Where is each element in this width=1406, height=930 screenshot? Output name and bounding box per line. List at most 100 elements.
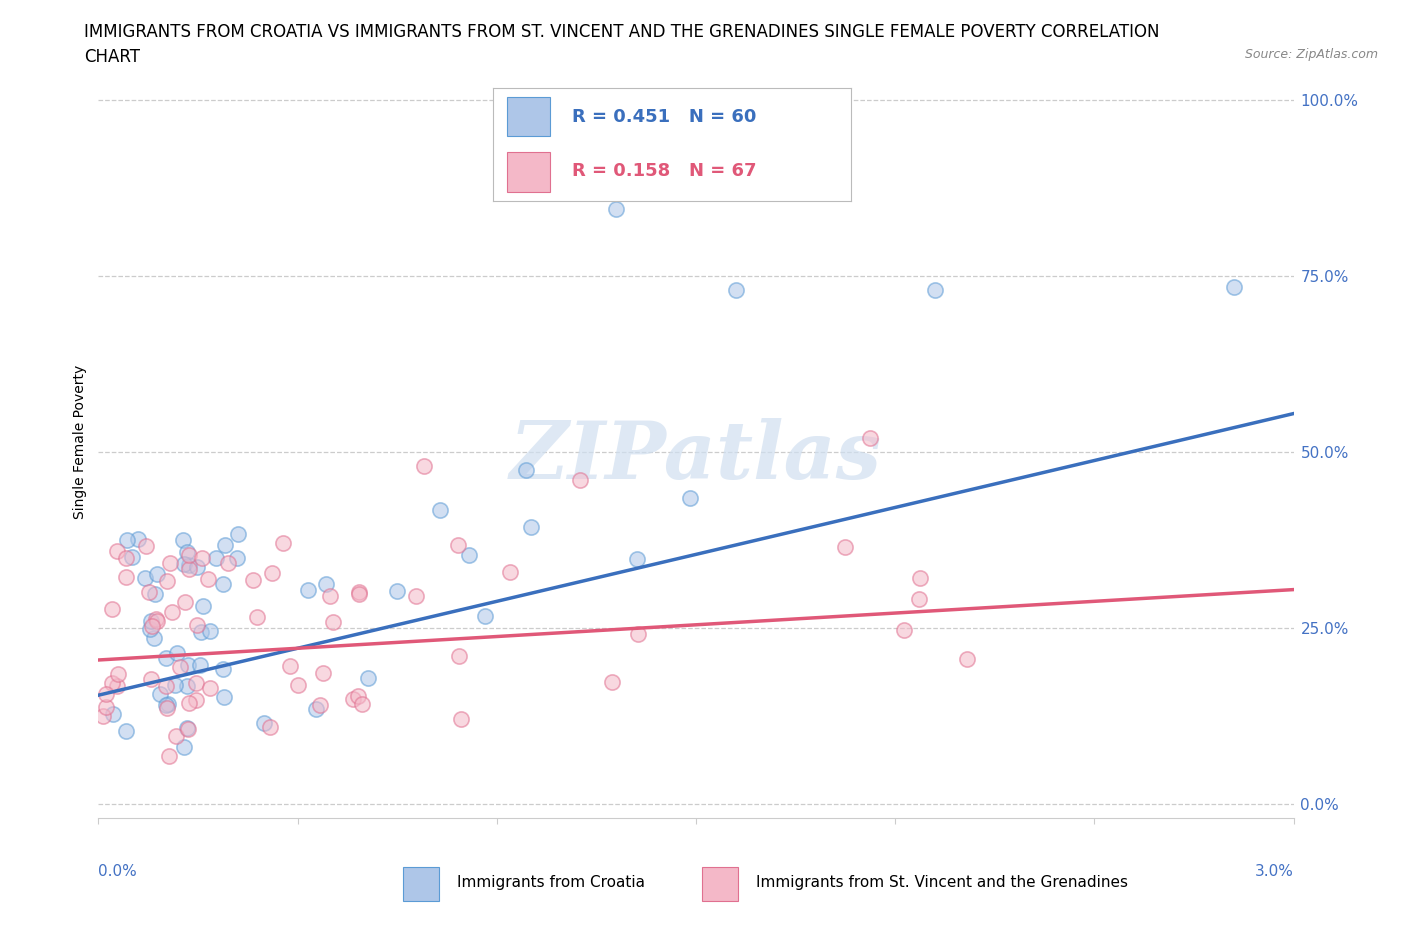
- Text: CHART: CHART: [84, 48, 141, 66]
- Point: [163, 678, 186, 693]
- Point: [271, 535, 294, 550]
- Point: [956, 652, 979, 667]
- Point: [627, 626, 650, 641]
- Point: [94, 699, 117, 714]
- Point: [242, 572, 264, 587]
- Point: [226, 526, 249, 541]
- Point: [859, 431, 882, 445]
- Point: [184, 693, 207, 708]
- Point: [447, 649, 470, 664]
- Point: [141, 671, 163, 686]
- Point: [287, 678, 309, 693]
- Point: [94, 687, 117, 702]
- Point: [405, 588, 427, 603]
- Point: [155, 698, 177, 712]
- Point: [200, 623, 222, 638]
- Y-axis label: Single Female Poverty: Single Female Poverty: [73, 365, 87, 519]
- Point: [190, 658, 212, 672]
- Text: Source: ZipAtlas.com: Source: ZipAtlas.com: [1244, 48, 1378, 61]
- Point: [166, 645, 188, 660]
- Point: [142, 631, 165, 645]
- Point: [101, 707, 124, 722]
- Point: [212, 577, 235, 591]
- Point: [91, 709, 114, 724]
- Point: [385, 583, 408, 598]
- Point: [186, 676, 208, 691]
- Point: [297, 583, 319, 598]
- Point: [156, 574, 179, 589]
- Point: [155, 650, 177, 665]
- Point: [155, 679, 177, 694]
- Point: [278, 658, 301, 673]
- Point: [145, 612, 167, 627]
- Point: [1223, 279, 1246, 294]
- Point: [107, 667, 129, 682]
- Point: [305, 701, 328, 716]
- Point: [141, 618, 163, 633]
- Point: [176, 545, 198, 560]
- Point: [177, 658, 200, 672]
- Point: [217, 556, 239, 571]
- Point: [174, 595, 197, 610]
- Point: [186, 618, 208, 632]
- Point: [179, 548, 201, 563]
- Point: [176, 721, 198, 736]
- Point: [139, 614, 162, 629]
- Point: [169, 659, 191, 674]
- Point: [907, 592, 929, 607]
- Point: [214, 538, 236, 552]
- Point: [834, 539, 856, 554]
- Point: [309, 698, 332, 712]
- Point: [246, 610, 269, 625]
- Point: [176, 679, 198, 694]
- Point: [138, 585, 160, 600]
- Point: [429, 503, 451, 518]
- Point: [893, 622, 915, 637]
- Point: [121, 550, 143, 565]
- Point: [135, 538, 157, 553]
- Point: [318, 589, 340, 604]
- Point: [143, 586, 166, 601]
- Point: [191, 598, 214, 613]
- Text: 0.0%: 0.0%: [98, 864, 138, 879]
- Point: [177, 558, 200, 573]
- Point: [908, 571, 931, 586]
- Point: [146, 614, 169, 629]
- Point: [139, 621, 162, 636]
- Point: [157, 749, 180, 764]
- Point: [197, 572, 219, 587]
- Point: [172, 533, 194, 548]
- Point: [347, 584, 370, 599]
- Point: [499, 565, 522, 579]
- Point: [156, 700, 179, 715]
- Point: [114, 550, 136, 565]
- Point: [356, 671, 378, 685]
- Text: IMMIGRANTS FROM CROATIA VS IMMIGRANTS FROM ST. VINCENT AND THE GRENADINES SINGLE: IMMIGRANTS FROM CROATIA VS IMMIGRANTS FR…: [84, 23, 1160, 41]
- Point: [173, 740, 195, 755]
- Point: [156, 697, 179, 711]
- Point: [204, 550, 226, 565]
- Point: [212, 662, 235, 677]
- Point: [253, 715, 276, 730]
- Point: [105, 679, 128, 694]
- Point: [450, 711, 472, 726]
- Point: [198, 681, 221, 696]
- Point: [349, 587, 371, 602]
- Point: [322, 615, 344, 630]
- Point: [569, 473, 592, 488]
- Point: [186, 559, 208, 574]
- Point: [149, 686, 172, 701]
- Point: [515, 463, 537, 478]
- Point: [225, 551, 247, 565]
- Point: [115, 724, 138, 738]
- Point: [105, 543, 128, 558]
- Point: [413, 458, 436, 473]
- Point: [605, 202, 627, 217]
- Point: [115, 569, 138, 584]
- Text: ZIPatlas: ZIPatlas: [510, 418, 882, 496]
- Point: [165, 728, 187, 743]
- Point: [447, 538, 470, 552]
- Point: [262, 565, 284, 580]
- Point: [177, 696, 200, 711]
- Point: [173, 557, 195, 572]
